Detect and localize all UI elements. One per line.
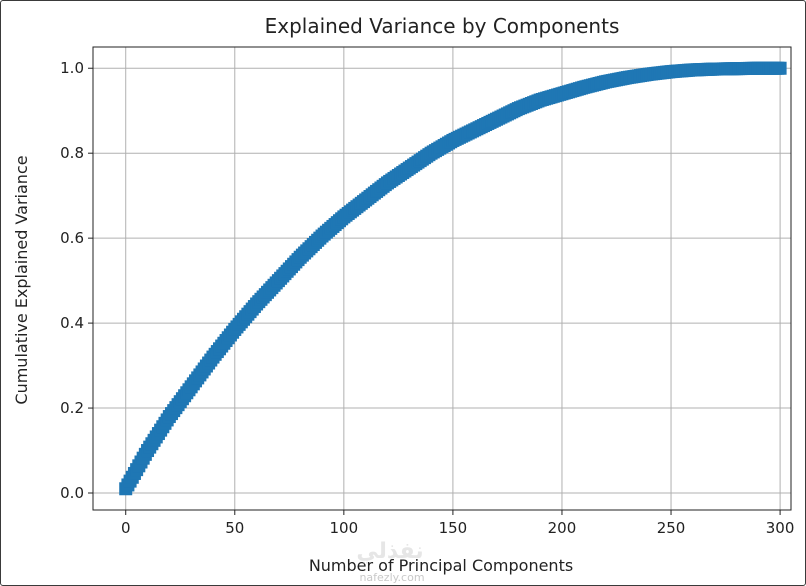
chart-title: Explained Variance by Components	[265, 14, 620, 38]
y-tick-label: 0.0	[60, 484, 84, 502]
plot-area	[92, 46, 792, 511]
x-tick-label: 0	[121, 519, 131, 537]
x-tick-label: 50	[225, 519, 244, 537]
watermark-text: nafezly.com	[359, 571, 424, 584]
x-tick-label: 250	[657, 519, 686, 537]
y-tick-label: 0.4	[60, 314, 84, 332]
x-tick-label: 100	[330, 519, 359, 537]
data-points	[119, 61, 787, 496]
y-axis-label: Cumulative Explained Variance	[12, 155, 31, 404]
grid	[93, 47, 791, 510]
x-tick-label: 200	[548, 519, 577, 537]
x-axis-label: Number of Principal Components	[309, 556, 573, 575]
x-tick-label: 300	[766, 519, 795, 537]
watermark-logo: نفذلي	[356, 539, 423, 564]
data-point	[773, 61, 787, 75]
axis-ticks: 0 50 100 150 200 250 300 0.0 0.2 0.4 0.6 0.8 1.0	[60, 59, 794, 537]
y-tick-label: 0.2	[60, 399, 84, 417]
y-tick-label: 1.0	[60, 59, 84, 77]
x-tick-label: 150	[439, 519, 468, 537]
y-tick-label: 0.6	[60, 229, 84, 247]
y-tick-label: 0.8	[60, 144, 84, 162]
